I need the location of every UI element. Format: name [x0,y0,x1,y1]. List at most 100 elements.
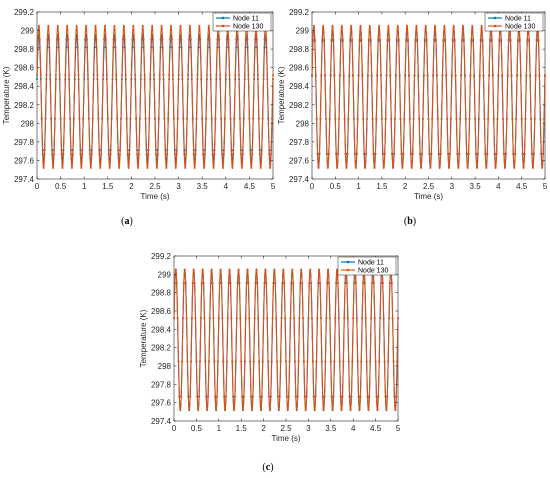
series-point [328,282,331,285]
y-axis-label: Temperature (K) [139,309,148,367]
series-point [299,282,302,285]
series-point [419,153,422,156]
series-point [202,153,205,156]
series-point [461,24,464,27]
series-point [391,317,394,320]
series-point [444,38,447,41]
series-point [183,268,186,271]
series-point [189,395,192,398]
series-point [230,317,233,320]
x-tick-label: 4 [351,424,356,433]
series-point [360,360,363,363]
series-point [195,360,198,363]
series-point [154,153,157,156]
series-point [355,153,358,156]
y-axis-label: Temperature (K) [2,66,11,124]
series-point [457,166,460,169]
series-point [358,38,361,41]
series-point [257,117,260,120]
series-point [45,73,48,76]
series-point [237,38,240,41]
series-point [532,153,535,156]
series-point [458,153,461,156]
series-point [324,360,327,363]
series-point [182,282,185,285]
y-tick-label: 297.6 [289,156,310,165]
series-point [201,117,204,120]
series-point [58,73,61,76]
series-point [334,317,337,320]
series-point [192,268,195,271]
x-tick-label: 3.5 [325,424,337,433]
series-point [62,153,65,156]
series-point [187,38,190,41]
series-point [333,73,336,76]
series-point [289,317,292,320]
series-point [231,360,234,363]
series-point [163,117,166,120]
series-point [252,117,255,120]
series-point [531,166,534,169]
series-point [244,38,247,41]
series-point [66,24,69,27]
series-point [204,153,207,156]
caption-paren: ) [130,216,133,227]
series-point [420,166,423,169]
series-point [434,38,437,41]
series-point [493,153,496,156]
series-point [51,153,54,156]
series-point [271,117,274,120]
series-point [277,409,280,411]
series-point [540,153,543,156]
series-point [207,360,210,363]
series-point [233,117,236,120]
series-point [191,117,194,120]
series-point [241,153,244,156]
series-point [354,166,357,169]
series-point [484,153,487,156]
series-point [119,153,122,156]
series-point [229,282,232,285]
series-point [512,153,515,156]
series-point [221,317,224,320]
series-point [181,317,184,320]
series-point [343,117,346,120]
series-point [215,409,218,411]
series-point [137,166,140,169]
y-tick-label: 298 [158,362,172,371]
series-point [307,317,310,320]
series-point [351,38,354,41]
x-tick-label: 3.5 [197,182,209,191]
series-point [465,153,468,156]
series-point [192,153,195,156]
series-point [197,38,200,41]
series-point [326,166,329,169]
series-point [240,360,243,363]
series-point [205,395,208,398]
series-point [198,24,201,27]
x-axis-label: Time (s) [414,192,443,201]
legend-entry: Node 11 [233,16,259,23]
series-point [185,153,188,156]
series-point [486,153,489,156]
series-point [376,73,379,76]
series-point [177,360,180,363]
series-point [223,395,226,398]
series-point [227,282,230,285]
series-point [258,153,261,156]
series-point [261,117,264,120]
series-point [510,73,513,76]
series-point [503,166,506,169]
series-point [260,395,263,398]
y-axis-label: Temperature (K) [277,66,286,124]
x-tick-label: 2.5 [280,424,292,433]
series-point [407,73,410,76]
series-point [174,166,177,169]
series-point [334,117,337,120]
series-point [451,38,454,41]
series-point [268,153,271,156]
series-point [300,268,303,271]
series-point [221,166,224,169]
series-point [293,317,296,320]
